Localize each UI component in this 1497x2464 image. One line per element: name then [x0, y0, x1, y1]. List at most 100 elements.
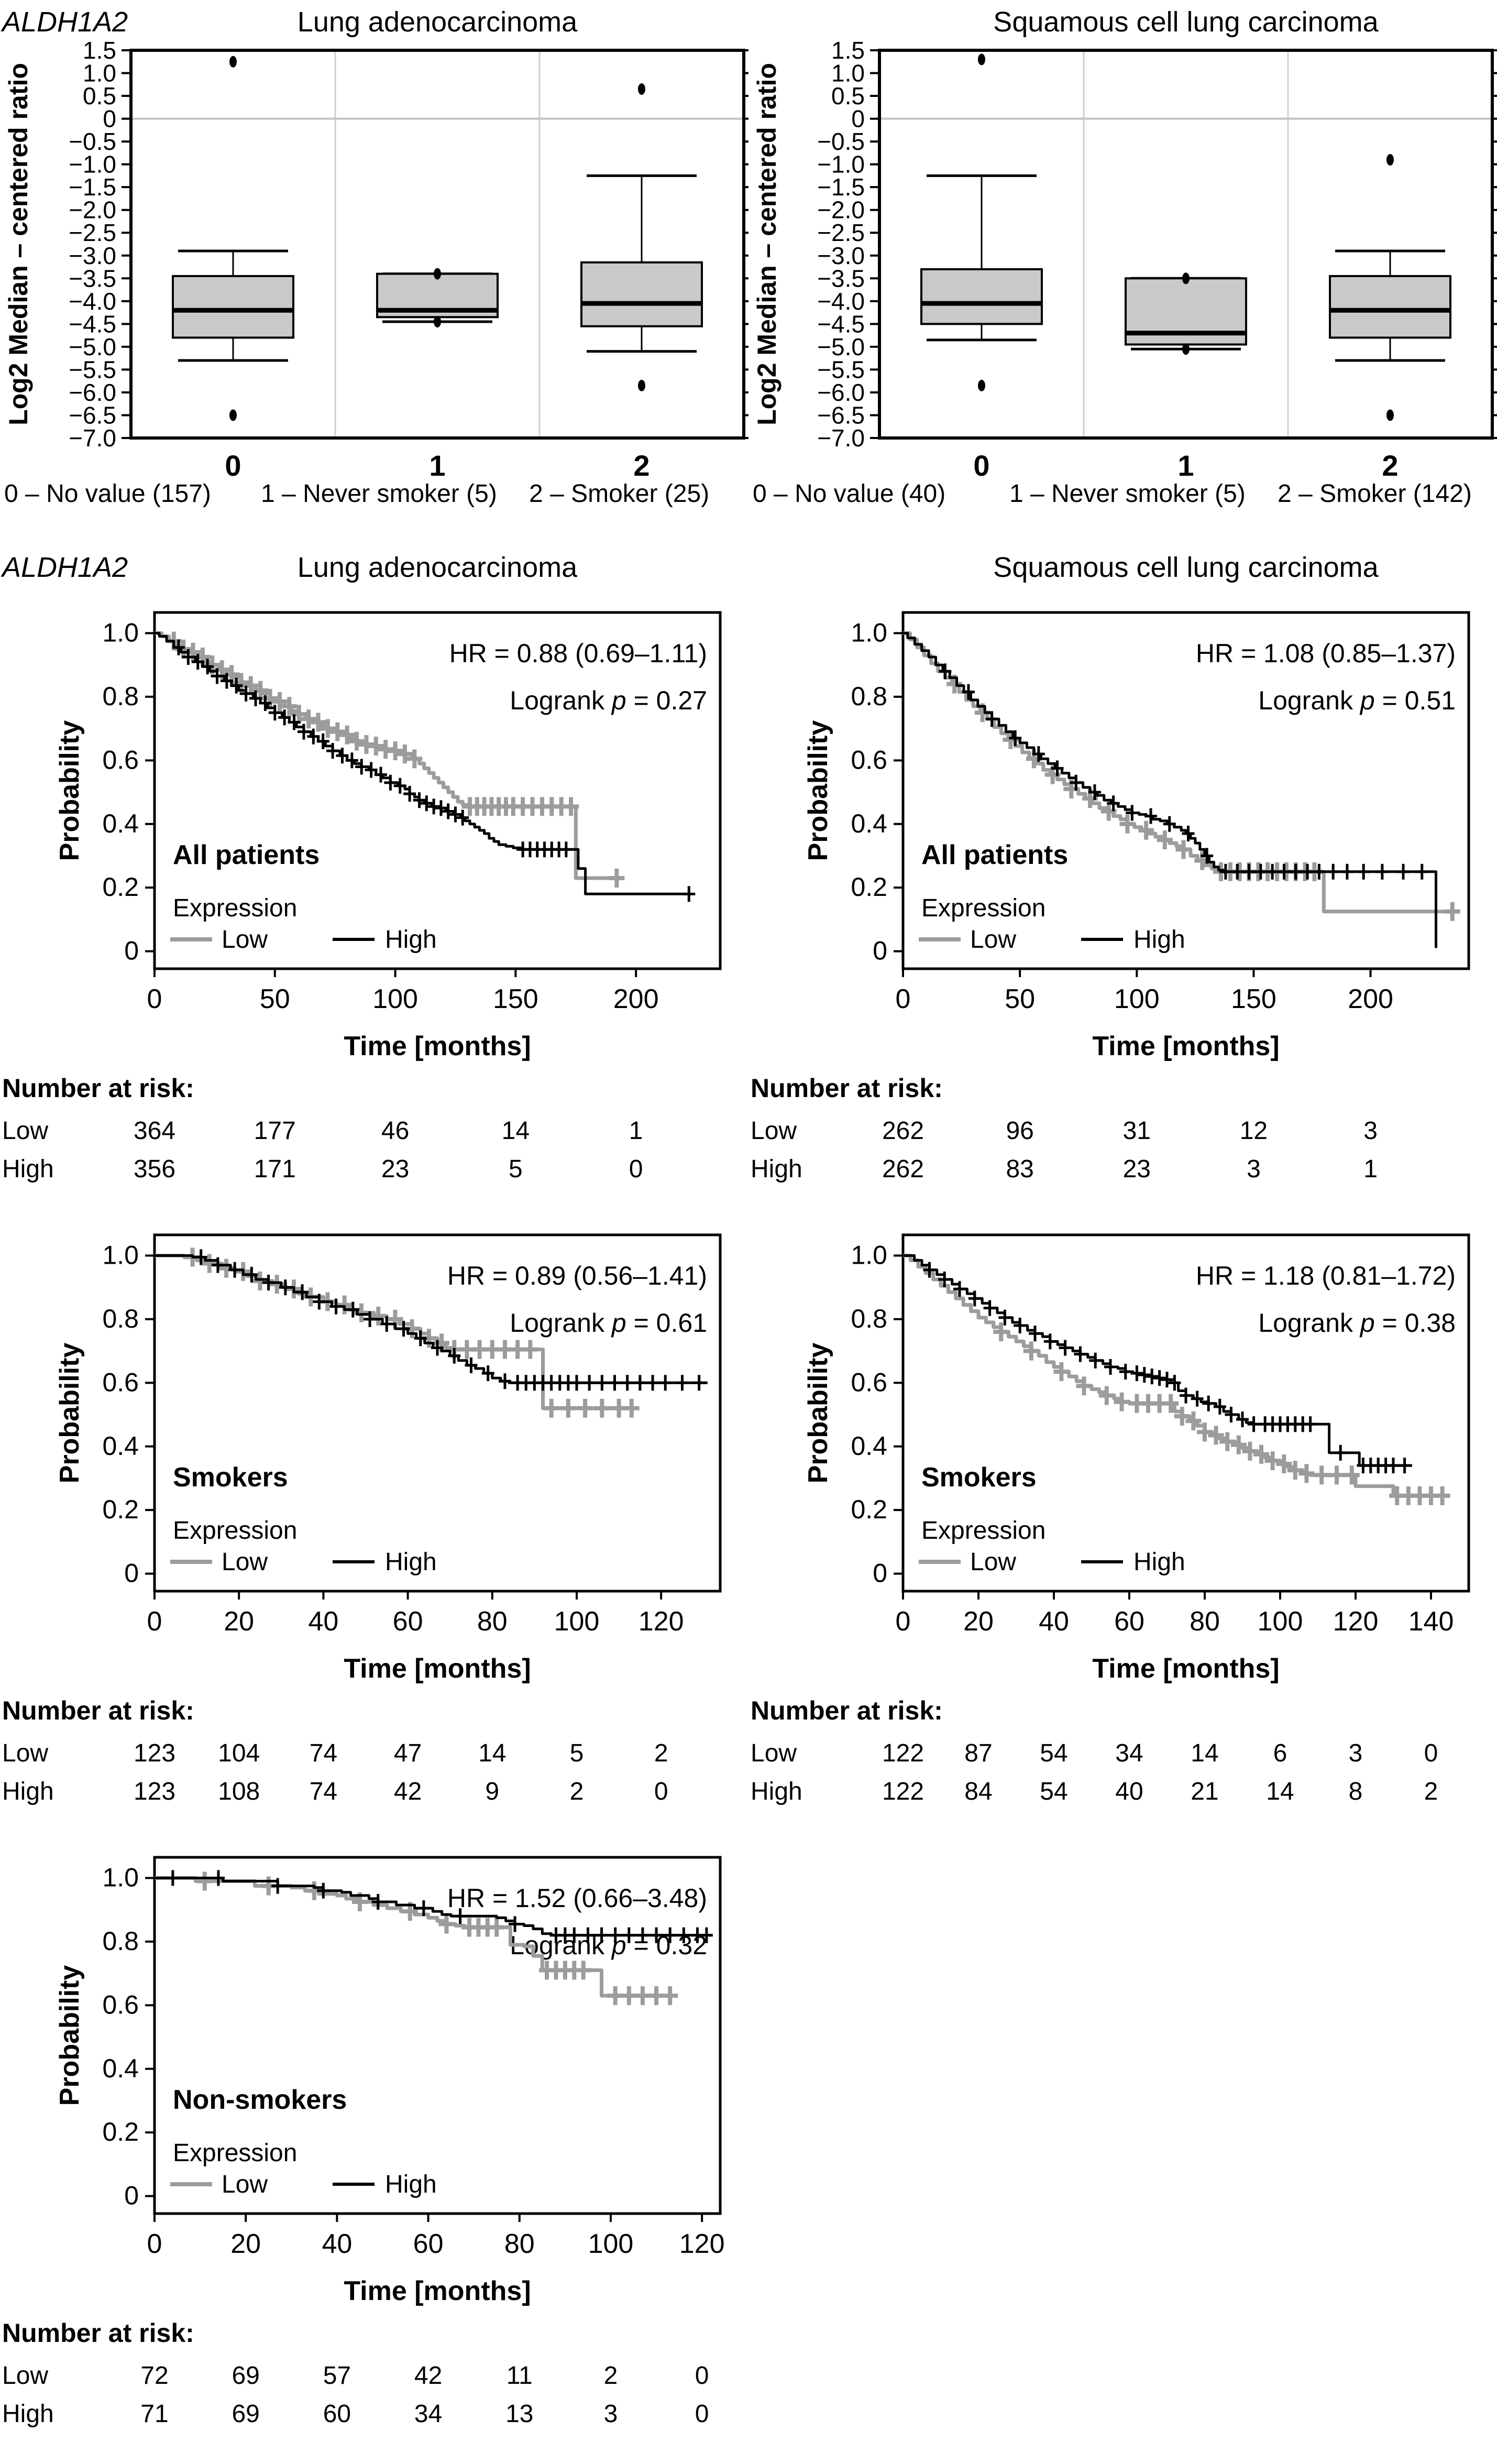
x-tick-label: 40 — [308, 1606, 338, 1637]
risk-value: 14 — [1191, 1739, 1218, 1767]
risk-row-label: Low — [2, 1117, 48, 1145]
risk-row-label: High — [2, 1155, 54, 1183]
x-tick-label: 200 — [1348, 984, 1393, 1014]
y-tick-label: 1.0 — [102, 1863, 139, 1892]
risk-row-label: High — [751, 1155, 802, 1183]
legend-low-label: Low — [222, 926, 268, 954]
risk-value: 72 — [140, 2362, 168, 2390]
risk-row-label: High — [2, 2400, 54, 2428]
risk-value: 104 — [218, 1739, 260, 1767]
outlier-point — [434, 268, 441, 280]
x-axis-label: Time [months] — [1092, 1031, 1279, 1061]
y-axis-label: Probability — [803, 720, 833, 861]
x-tick-label: 120 — [639, 1606, 684, 1637]
y-tick-label: 0 — [103, 105, 116, 133]
hr-annotation: HR = 1.18 (0.81–1.72) — [1196, 1261, 1456, 1290]
y-tick-label: 0 — [873, 1559, 887, 1588]
x-axis-label: Time [months] — [344, 2276, 531, 2306]
legend-low-label: Low — [222, 2171, 268, 2198]
outlier-point — [978, 53, 985, 65]
km-row-all-patients: ALDH1A2 Lung adenocarcinoma 1.0 0.8 0.6 0.4 0.… — [0, 544, 1497, 1194]
x-tick-label: 100 — [1114, 984, 1160, 1014]
y-tick-label: 0.6 — [102, 1367, 139, 1397]
x-tick-label: 0 — [896, 984, 911, 1014]
y-tick-label: −4.0 — [817, 288, 865, 315]
y-tick-label: 0.4 — [102, 1431, 139, 1461]
outlier-point — [229, 56, 237, 68]
x-tick-label: 150 — [493, 984, 538, 1014]
risk-table-header: Number at risk: — [2, 1074, 194, 1103]
plot-border — [153, 1856, 722, 2215]
panel-title: Lung adenocarcinoma — [298, 552, 578, 583]
legend-high-label: High — [385, 2171, 437, 2198]
y-tick-label: 0 — [124, 936, 139, 966]
x-tick-label: 0 — [147, 1606, 162, 1637]
risk-value: 0 — [695, 2362, 709, 2390]
risk-value: 0 — [654, 1778, 668, 1805]
risk-value: 12 — [1240, 1117, 1268, 1145]
logrank-annotation: Logrank p = 0.27 — [510, 686, 707, 715]
risk-row-label: High — [751, 1778, 802, 1805]
risk-value: 14 — [478, 1739, 506, 1767]
y-tick-label: −1.5 — [69, 173, 116, 201]
y-tick-label: 1.0 — [831, 60, 865, 87]
risk-row-label: Low — [751, 1739, 797, 1767]
y-tick-label: −2.0 — [69, 196, 116, 224]
risk-value: 46 — [381, 1117, 409, 1145]
x-tick-label: 50 — [260, 984, 290, 1014]
y-tick-label: 0.4 — [102, 2054, 139, 2083]
y-tick-label: −5.0 — [69, 333, 116, 360]
risk-value: 177 — [254, 1117, 296, 1145]
logrank-annotation: Logrank p = 0.38 — [1258, 1308, 1456, 1338]
km-row-non-smokers: 1.0 0.8 0.6 0.4 0.2 0 Probability 0 20 40 60 80 100 1… — [0, 1842, 1497, 2439]
x-axis-label: Time [months] — [344, 1653, 531, 1684]
risk-value: 364 — [134, 1117, 175, 1145]
plot-border — [129, 49, 745, 440]
risk-value: 1 — [629, 1117, 643, 1145]
y-tick-label: 0.2 — [102, 1495, 139, 1524]
y-tick-label: 0.5 — [83, 82, 116, 109]
y-tick-label: 0.6 — [851, 1367, 887, 1397]
y-tick-label: 0.8 — [851, 682, 887, 711]
x-tick-label: 0 — [896, 1606, 911, 1637]
y-tick-label: −5.5 — [69, 356, 116, 383]
km-svg-km-adeno-all-patients: ALDH1A2 Lung adenocarcinoma 1.0 0.8 0.6 0.4 0.… — [1, 552, 722, 1183]
panel-empty — [748, 1842, 1497, 2439]
risk-value: 0 — [1424, 1739, 1438, 1767]
x-tick-label: 60 — [393, 1606, 423, 1637]
y-tick-label: −0.5 — [69, 128, 116, 155]
box — [580, 261, 703, 327]
risk-value: 87 — [964, 1739, 992, 1767]
legend-title: Expression — [173, 1517, 297, 1545]
risk-table-header: Number at risk: — [2, 1696, 194, 1725]
risk-value: 6 — [1273, 1739, 1287, 1767]
category-label: 2 — [633, 449, 650, 482]
legend-title: Expression — [173, 894, 297, 922]
y-axis-label: Probability — [803, 1343, 833, 1484]
logrank-annotation: Logrank p = 0.51 — [1258, 686, 1456, 715]
panel-boxplot-lung-adenocarcinoma: ALDH1A2 Lung adenocarcinoma 1.5 1.0 0.5 0 −0.5… — [0, 3, 748, 519]
risk-value: 83 — [1006, 1155, 1033, 1183]
panel-km-squamous-smokers: 1.0 0.8 0.6 0.4 0.2 0 Probability 0 20 40 60 80 100 1… — [748, 1219, 1497, 1816]
subgroup-label: All patients — [173, 840, 320, 870]
y-tick-label: −3.0 — [69, 242, 116, 269]
y-tick-label: −3.5 — [817, 265, 865, 292]
x-tick-label: 40 — [1039, 1606, 1069, 1637]
risk-value: 3 — [1247, 1155, 1261, 1183]
legend-title: Expression — [173, 2139, 297, 2167]
risk-row-label: High — [2, 1778, 54, 1805]
risk-value: 9 — [485, 1778, 499, 1805]
x-tick-label: 80 — [477, 1606, 508, 1637]
risk-value: 356 — [134, 1155, 175, 1183]
x-tick-label: 20 — [230, 2229, 261, 2259]
risk-value: 262 — [882, 1155, 924, 1183]
risk-value: 2 — [654, 1739, 668, 1767]
risk-value: 31 — [1123, 1117, 1151, 1145]
risk-value: 47 — [394, 1739, 422, 1767]
legend-title: Expression — [921, 1517, 1045, 1545]
km-curve-high — [155, 1877, 711, 1937]
x-tick-label: 50 — [1005, 984, 1035, 1014]
y-tick-label: 0.4 — [851, 809, 887, 838]
y-tick-label: 0.5 — [831, 82, 865, 109]
